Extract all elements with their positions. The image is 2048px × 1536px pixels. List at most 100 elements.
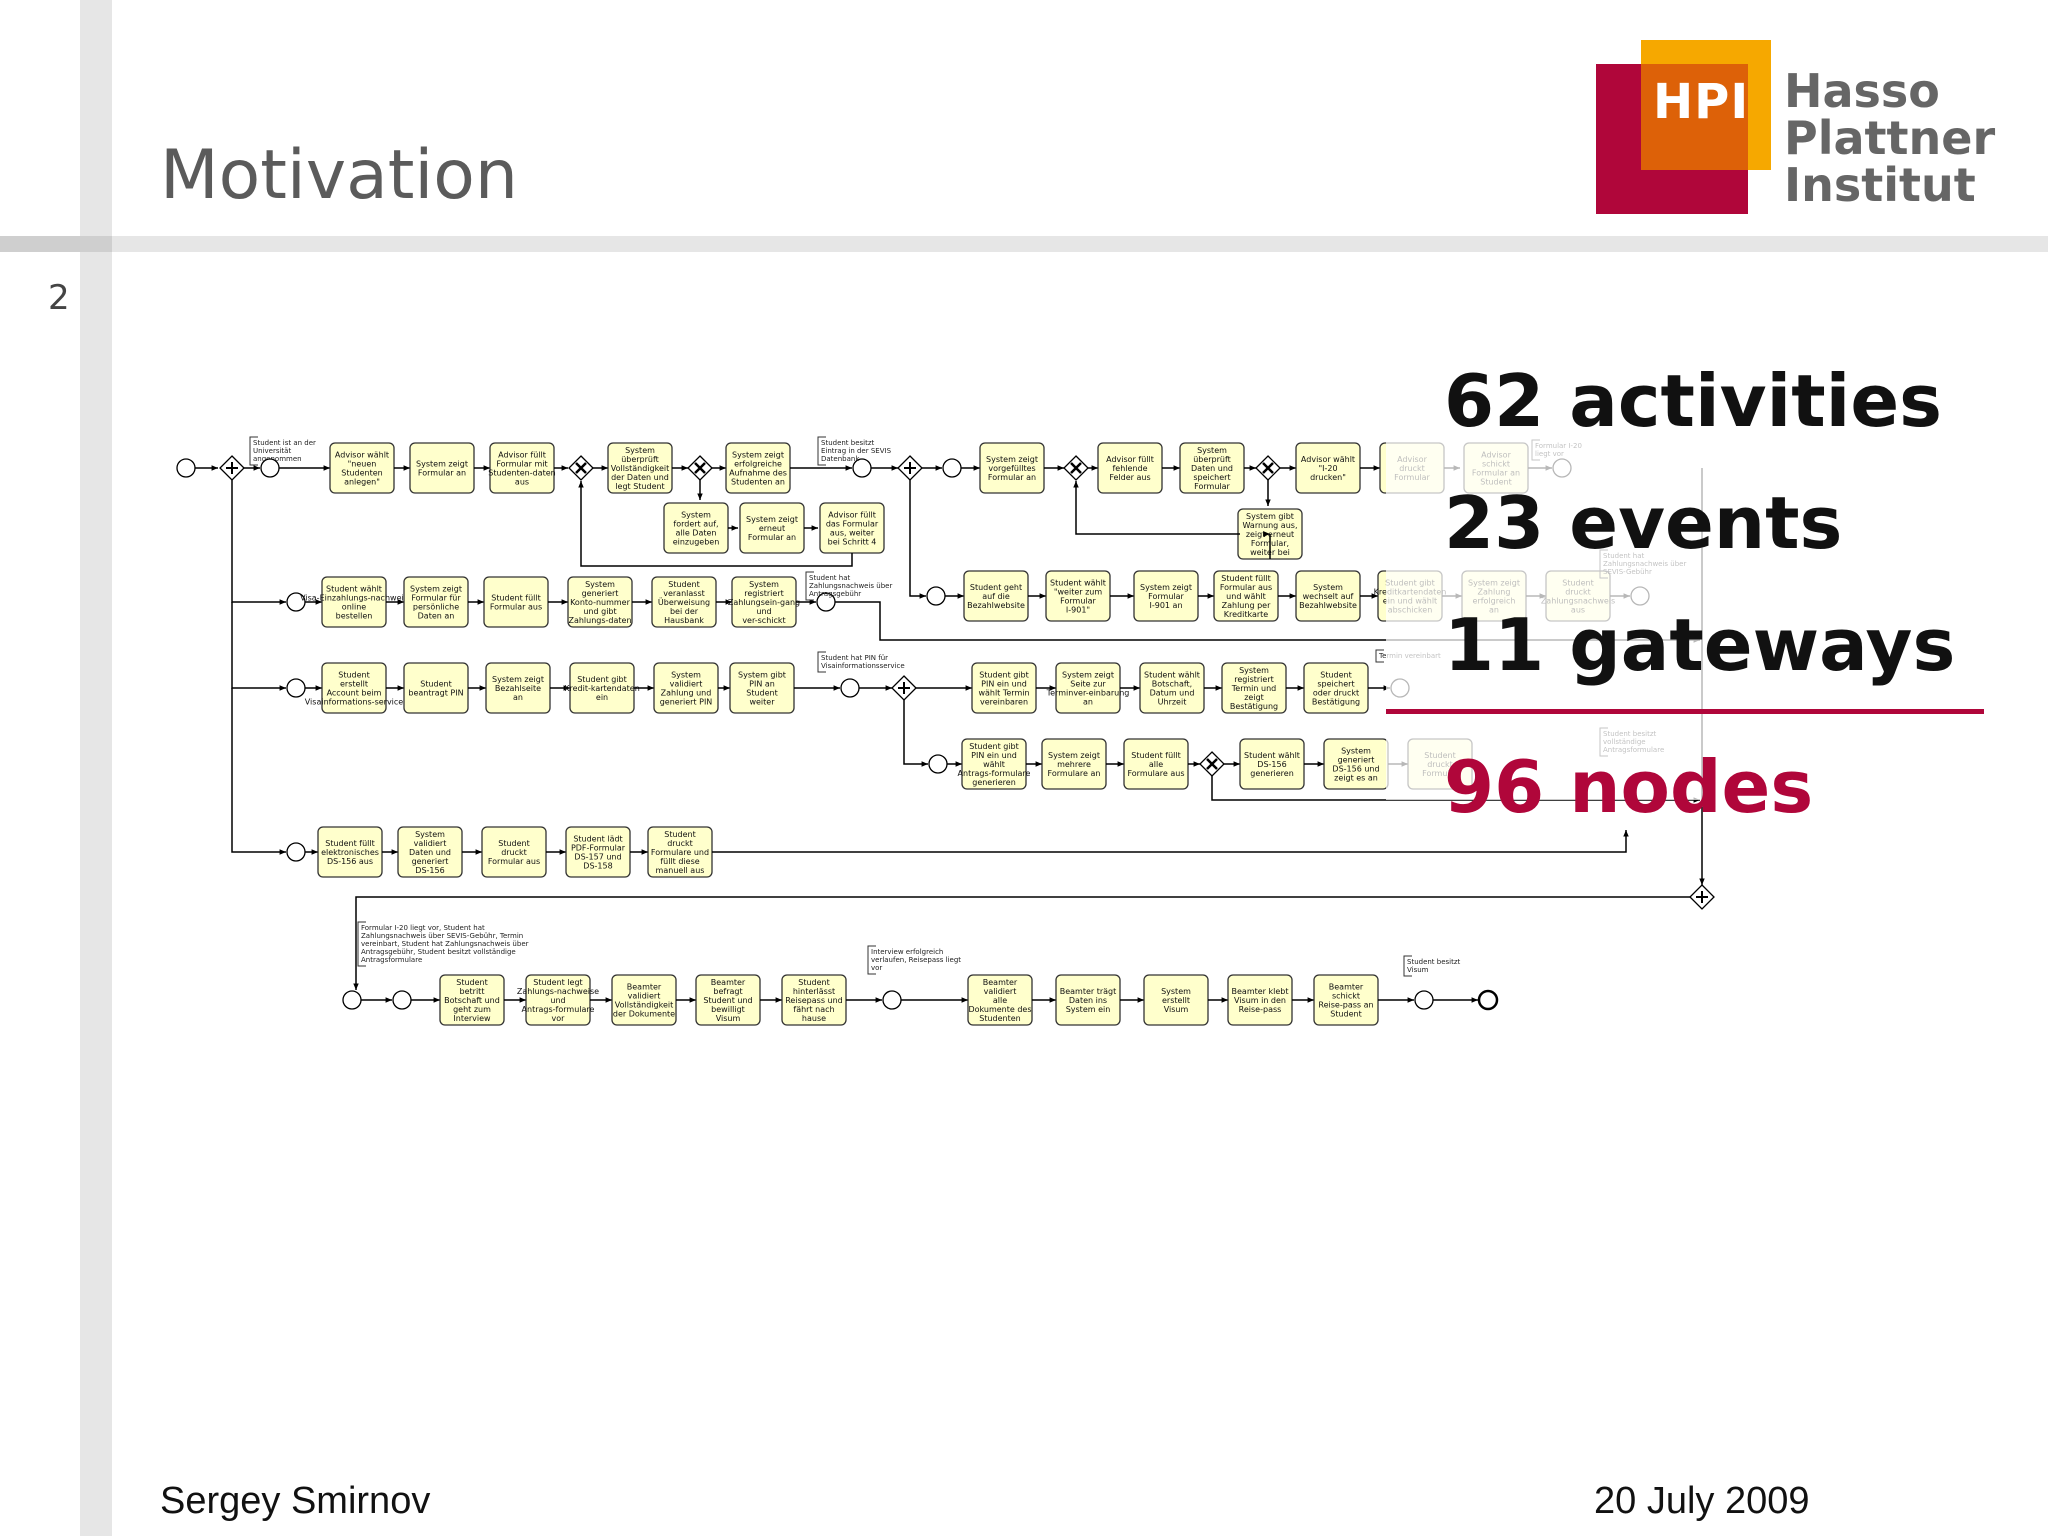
xor-gateway-marker: [1206, 758, 1218, 770]
task-label-line: Student: [746, 689, 778, 698]
task-label: Advisor füllt das Formular aus, weiter bei …: [826, 511, 879, 547]
flow-arrowhead: [725, 599, 732, 605]
task-label-line: Hausbank: [664, 616, 704, 625]
task-label: Student speichert oder druckt Bestätigung: [1312, 671, 1360, 707]
flow-arrowhead: [955, 761, 962, 767]
task-label-line: Formular für: [411, 594, 461, 603]
task-label-line: elektronisches: [321, 848, 379, 857]
task-label-line: Bezahlwebsite: [967, 601, 1025, 610]
diagram-fade-overlay: [1386, 420, 1946, 800]
task-label-line: alle Daten: [675, 529, 716, 538]
annotation-bracket: [1403, 955, 1412, 977]
task-label-line: Formular mit: [496, 460, 547, 469]
xor-gateway-marker: [1070, 462, 1082, 474]
task-label-line: I-901 an: [1149, 601, 1182, 610]
task-label-line: anlegen": [344, 478, 380, 487]
task-label: System zeigt Bezahlseite an: [492, 675, 544, 702]
flow-arrowhead: [315, 599, 322, 605]
task-label-line: Advisor füllt: [498, 451, 546, 460]
task-label-line: Zahlungs-nachweise: [517, 987, 599, 996]
logo-line-2: Plattner: [1784, 111, 1996, 165]
parallel-gateway-marker: [226, 462, 238, 474]
task-label-line: Vollständigkeit: [615, 1001, 673, 1010]
flow-arrowhead: [833, 685, 840, 691]
task-label-line: Formular: [1194, 482, 1230, 491]
task-label-line: Datum und: [1150, 689, 1195, 698]
task-label-line: generiert: [1338, 756, 1375, 765]
task-label-line: Kreditkarte: [1224, 610, 1269, 619]
task-label-line: Student: [1330, 1010, 1362, 1019]
task-label: Beamter validiert Vollständigkeit der Dokum…: [613, 983, 675, 1019]
flow-arrowhead: [1035, 761, 1042, 767]
intermediate-event: [286, 842, 306, 862]
task-label-line: System gibt: [1246, 512, 1294, 521]
task-label-line: ver-schickt: [742, 616, 785, 625]
flow-arrowhead: [885, 685, 892, 691]
task-label-line: hinterlässt: [793, 987, 835, 996]
flow-arrowhead: [1249, 465, 1256, 471]
task-label-line: System ein: [1066, 1005, 1111, 1014]
stat-gateways: 11 gateways: [1444, 603, 1956, 687]
annotation-line: Antragsgebühr, Student besitzt vollständ…: [361, 948, 516, 956]
flow-arrowhead: [1233, 761, 1240, 767]
task-label-line: Kredit-kartendaten: [564, 684, 640, 693]
flow-arrowhead: [601, 465, 608, 471]
task-label-line: wählt Termin: [978, 689, 1029, 698]
flow-arrowhead: [1127, 593, 1134, 599]
task-label: System generiert DS-156 und zeigt es an: [1332, 747, 1379, 783]
task-label-line: Daten und: [1191, 464, 1233, 473]
task-label-line: beantragt PIN: [408, 689, 463, 698]
flow-arrowhead: [1289, 465, 1296, 471]
task-label-line: erstellt: [1162, 996, 1190, 1005]
task-label-line: validiert: [670, 680, 703, 689]
annotation-line: Student hat PIN für: [821, 654, 888, 662]
task-label-line: bei Schritt 4: [828, 538, 877, 547]
task-label: System fordert auf, alle Daten einzugeben: [673, 511, 720, 547]
task-label-line: PIN ein und: [971, 751, 1017, 760]
flow-arrowhead: [961, 997, 968, 1003]
intermediate-event: [260, 458, 280, 478]
task-label-line: Advisor füllt: [828, 511, 876, 520]
annotation-line: Student besitzt: [821, 439, 875, 447]
task-label-line: Advisor wählt: [1301, 455, 1355, 464]
task-label-line: Formular aus: [490, 603, 542, 612]
task-label-line: überprüft: [1193, 455, 1231, 464]
task-label-line: der Dokumente: [613, 1010, 675, 1019]
task-label-line: Daten an: [418, 612, 455, 621]
task-label-line: Student: [798, 978, 830, 987]
task-label: System zeigt erneut Formular an: [746, 515, 798, 542]
slide-title: Motivation: [160, 136, 518, 215]
task-label-line: aus: [515, 478, 529, 487]
task-label-line: Beamter: [1329, 983, 1364, 992]
annotation-line: Student besitzt: [1407, 958, 1461, 966]
intermediate-event: [928, 754, 948, 774]
task-label: System zeigt mehrere Formulare an: [1048, 751, 1101, 778]
task-label-line: System: [415, 830, 445, 839]
task-label-line: betritt: [460, 987, 485, 996]
flow-arrowhead: [1373, 465, 1380, 471]
annotation-bracket: [817, 436, 826, 466]
flow-arrowhead: [211, 465, 218, 471]
flow-arrowhead: [1039, 593, 1046, 599]
parallel-gateway-marker: [1696, 891, 1708, 903]
flow-arrowhead: [279, 599, 286, 605]
task-label-line: und: [756, 607, 771, 616]
task-label-line: persönliche: [413, 603, 459, 612]
xor-gateway-marker: [694, 462, 706, 474]
task-label-line: Student: [1320, 671, 1352, 680]
task-label-line: validiert: [628, 992, 661, 1001]
task-label-line: legt Student: [615, 482, 664, 491]
task-label: System zeigt Formular für persönliche Daten…: [410, 585, 462, 621]
task-label-line: System zeigt: [732, 451, 784, 460]
flow-arrowhead: [697, 493, 703, 500]
task-label-line: registriert: [744, 589, 784, 598]
task-label-line: Formular: [1148, 592, 1184, 601]
task-label-line: Formular an: [988, 473, 1036, 482]
flow-arrowhead: [965, 685, 972, 691]
task-label-line: drucken": [1310, 473, 1346, 482]
flow-arrowhead: [935, 465, 942, 471]
annotation-line: Antragsgebühr: [809, 590, 861, 598]
flow-arrowhead: [1623, 830, 1629, 837]
task-label-line: Botschaft,: [1152, 680, 1192, 689]
task-label-line: druckt: [501, 848, 527, 857]
